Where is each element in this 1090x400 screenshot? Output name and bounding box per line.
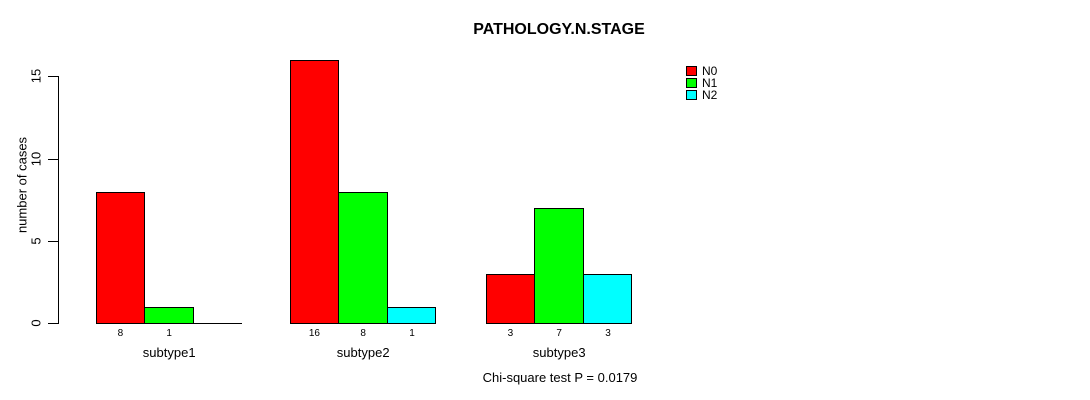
x-category-label: subtype2 — [336, 345, 390, 360]
x-category-label: subtype3 — [532, 345, 586, 360]
legend-swatch-N2 — [686, 90, 697, 100]
y-tick-mark — [48, 76, 58, 78]
legend-label: N0 — [702, 64, 718, 78]
legend-swatch-N1 — [686, 78, 697, 88]
bar-value-label: 8 — [360, 328, 366, 339]
legend-item-N0: N0 — [686, 65, 717, 77]
bar-value-label: 3 — [507, 328, 514, 339]
legend-item-N1: N1 — [686, 77, 717, 89]
y-tick-mark — [48, 240, 58, 242]
y-tick-label: 10 — [28, 151, 44, 166]
legend-label: N1 — [702, 76, 718, 90]
bar-N2-subtype2 — [386, 306, 437, 325]
bar-N0-subtype1 — [96, 191, 145, 325]
bar-N1-subtype3 — [533, 208, 584, 325]
bar-N2-subtype3 — [582, 273, 633, 325]
y-tick-label: 0 — [28, 319, 44, 327]
bar-N0-subtype3 — [486, 273, 535, 325]
bar-value-label: 3 — [605, 328, 611, 339]
bar-N1-subtype1 — [143, 306, 194, 325]
legend-item-N2: N2 — [686, 89, 717, 101]
y-tick-label: 5 — [28, 237, 44, 245]
x-category-label: subtype1 — [142, 345, 196, 360]
y-axis-line — [58, 76, 59, 325]
bar-N1-subtype2 — [337, 191, 388, 325]
bar-value-label: 1 — [166, 328, 172, 339]
bar-value-label: 8 — [117, 328, 124, 339]
chart-title: PATHOLOGY.N.STAGE — [473, 21, 645, 38]
y-tick-label: 15 — [28, 69, 44, 84]
legend-swatch-N0 — [686, 66, 697, 76]
y-axis-label: number of cases — [14, 136, 30, 234]
bar-value-label: 1 — [409, 328, 415, 339]
y-tick-mark — [48, 158, 58, 160]
bar-N0-subtype2 — [290, 59, 339, 325]
bar-value-label: 7 — [556, 328, 562, 339]
chi-square-caption: Chi-square test P = 0.0179 — [482, 370, 638, 385]
bar-value-label: 16 — [308, 328, 320, 339]
y-tick-mark — [48, 323, 58, 325]
legend-label: N2 — [702, 88, 718, 102]
